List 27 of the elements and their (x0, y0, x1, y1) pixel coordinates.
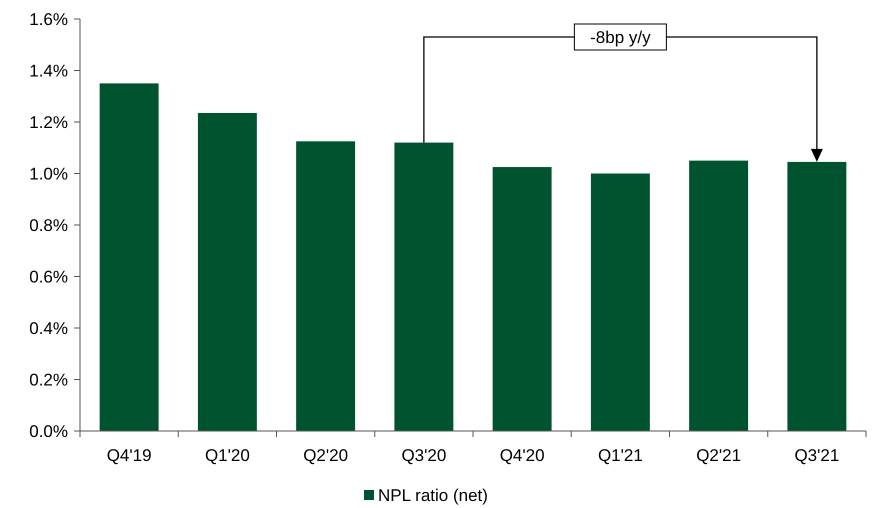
bar (492, 167, 552, 431)
bar (689, 160, 748, 431)
x-tick-label: Q2'21 (696, 446, 742, 465)
y-tick-label: 1.6% (29, 10, 68, 29)
x-tick-label: Q1'20 (204, 446, 250, 465)
bar (590, 174, 650, 431)
bar (394, 142, 454, 431)
legend-label: NPL ratio (net) (378, 486, 488, 505)
y-tick-label: 0.0% (29, 422, 68, 441)
bar (198, 112, 257, 431)
x-tick-label: Q1'21 (598, 446, 643, 465)
x-tick-label: Q3'21 (794, 446, 840, 465)
y-tick-label: 0.8% (29, 216, 68, 235)
annotation: -8bp y/y (590, 28, 652, 47)
y-tick-label: 1.0% (29, 164, 68, 184)
bar (296, 141, 356, 431)
x-tick-label: Q4'20 (500, 446, 545, 465)
y-tick-label: 1.2% (29, 113, 68, 132)
y-tick-label: 1.4% (29, 62, 68, 80)
x-tick-label: Q4'19 (106, 446, 152, 465)
y-tick-label: 0.2% (29, 370, 68, 390)
y-tick-label: 0.6% (29, 268, 68, 286)
x-tick-label: Q3'20 (401, 446, 446, 465)
bar (787, 162, 846, 431)
y-tick-label: 0.4% (29, 319, 68, 338)
bar (100, 83, 159, 431)
x-tick-label: Q2'20 (303, 446, 348, 465)
